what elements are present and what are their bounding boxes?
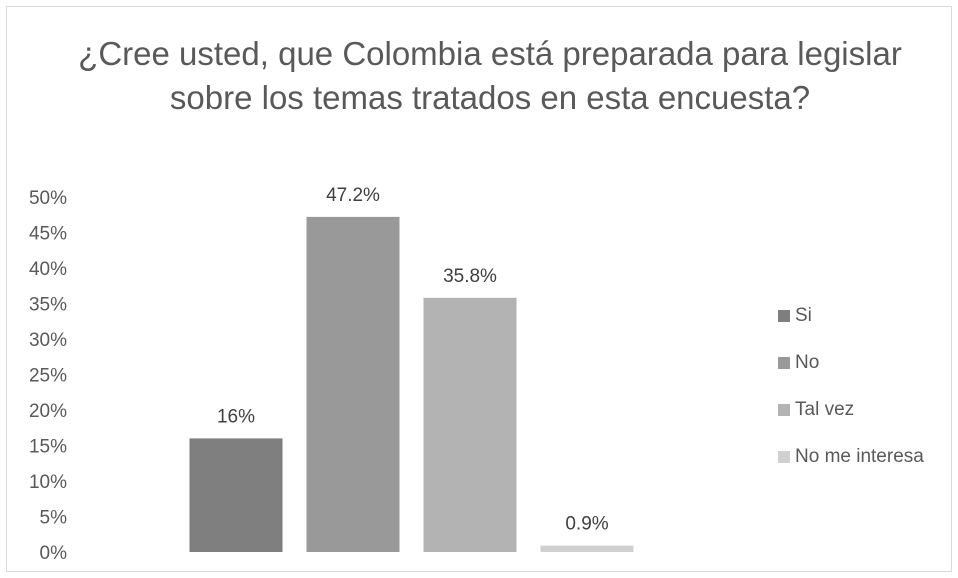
- y-tick-label: 15%: [29, 437, 67, 458]
- bar-data-label: 16%: [217, 406, 255, 427]
- y-tick-label: 5%: [40, 508, 68, 529]
- bars: [189, 216, 634, 552]
- bar-si: [189, 438, 283, 552]
- legend-item: No: [778, 339, 924, 386]
- y-tick-label: 20%: [29, 401, 67, 422]
- bar-no: [306, 216, 400, 552]
- legend-item: Si: [778, 292, 924, 339]
- legend-label: Si: [795, 304, 812, 326]
- legend-label: Tal vez: [795, 398, 855, 420]
- y-tick-label: 0%: [40, 543, 68, 564]
- data-labels: 16% 47.2% 35.8% 0.9%: [217, 185, 609, 535]
- y-tick-label: 25%: [29, 366, 67, 387]
- y-tick-label: 40%: [29, 259, 67, 280]
- legend-swatch: [778, 450, 790, 463]
- legend-swatch: [778, 309, 790, 322]
- bar-data-label: 47.2%: [326, 185, 380, 206]
- legend: Si No Tal vez No me interesa: [778, 292, 924, 480]
- legend-item: Tal vez: [778, 386, 924, 433]
- y-tick-label: 30%: [29, 330, 67, 351]
- bar-tal-vez: [423, 297, 517, 552]
- y-tick-label: 10%: [29, 472, 67, 493]
- y-tick-label: 45%: [29, 224, 67, 245]
- bar-no-me-interesa: [540, 545, 634, 552]
- y-tick-label: 50%: [29, 188, 67, 209]
- legend-label: No: [795, 351, 820, 373]
- y-tick-label: 35%: [29, 295, 67, 316]
- legend-swatch: [778, 403, 790, 416]
- bar-data-label: 0.9%: [565, 514, 608, 535]
- legend-label: No me interesa: [795, 445, 924, 467]
- legend-swatch: [778, 356, 790, 369]
- y-axis-ticks: 0% 5% 10% 15% 20% 25% 30% 35% 40% 45% 50%: [29, 188, 67, 564]
- bar-data-label: 35.8%: [443, 266, 497, 287]
- chart-title: ¿Cree usted, que Colombia está preparada…: [78, 35, 902, 116]
- legend-item: No me interesa: [778, 433, 924, 480]
